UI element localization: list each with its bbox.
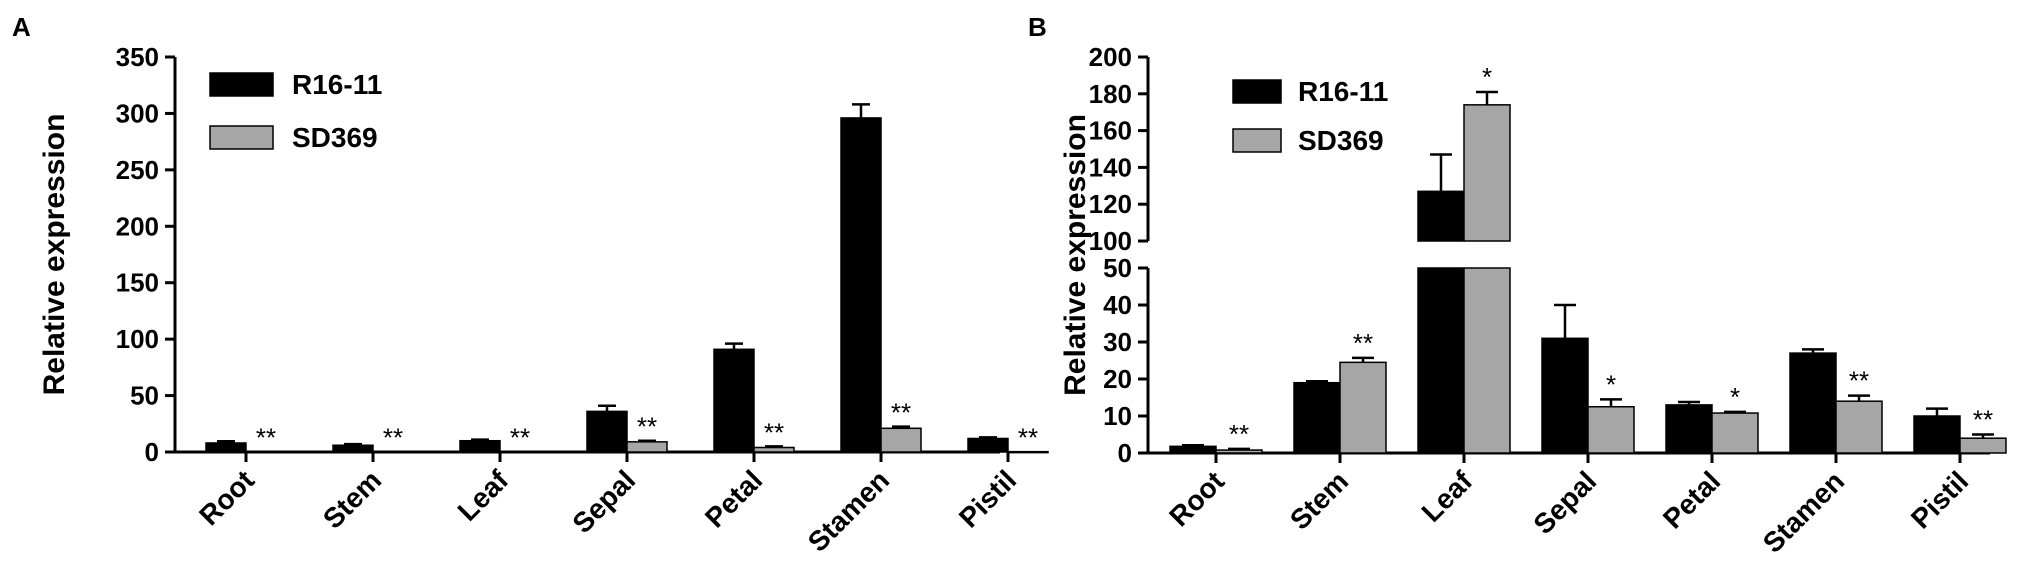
- y-tick-label-a: 300: [116, 98, 159, 128]
- bar-a-r16-11: [967, 437, 1009, 453]
- x-tick-label-a: Stamen: [802, 464, 895, 557]
- significance-label-b: **: [1229, 419, 1249, 449]
- bar-a-r16-11: [586, 410, 628, 453]
- y-tick-label-b: 100: [1089, 226, 1132, 256]
- x-tick-label-b: Petal: [1657, 465, 1726, 534]
- y-tick-label-b: 50: [1103, 253, 1132, 283]
- bar-a-r16-11: [332, 444, 374, 453]
- y-axis-label-a: Relative expression: [38, 114, 71, 396]
- bar-a-r16-11: [205, 442, 247, 453]
- x-tick-label-a: Pistil: [953, 464, 1022, 533]
- y-tick-label-b: 40: [1103, 290, 1132, 320]
- bar-a-sd369: [499, 450, 541, 454]
- y-tick-label-a: 0: [145, 437, 159, 467]
- bar-b-sd369: [1711, 412, 1759, 454]
- panel-label-a: A: [12, 12, 31, 42]
- x-tick-label-a: Sepal: [566, 464, 641, 539]
- y-tick-label-b: 140: [1089, 152, 1132, 182]
- significance-label-b: **: [1353, 328, 1373, 358]
- bar-b-sd369: [1463, 267, 1511, 454]
- x-tick-label-a: Petal: [699, 464, 768, 533]
- significance-label-a: **: [256, 423, 276, 453]
- significance-label-a: **: [764, 417, 784, 447]
- x-tick-label-b: Stamen: [1757, 465, 1850, 558]
- x-tick-label-a: Stem: [317, 464, 387, 534]
- y-tick-label-b: 30: [1103, 327, 1132, 357]
- bar-b-r16-11: [1665, 404, 1713, 454]
- bar-a-sd369: [753, 446, 795, 453]
- bar-b-sd369: [1339, 361, 1387, 454]
- bar-a-sd369: [626, 441, 668, 453]
- bar-a-sd369: [1007, 450, 1049, 454]
- legend-label-a: R16-11: [292, 69, 382, 100]
- y-tick-label-a: 350: [116, 42, 159, 72]
- y-tick-label-b: 20: [1103, 364, 1132, 394]
- bar-a-r16-11: [713, 348, 755, 453]
- x-tick-label-a: Leaf: [452, 464, 515, 527]
- bar-b-sd369: [1959, 437, 2007, 454]
- bar-b-r16-11: [1293, 381, 1341, 454]
- y-tick-label-a: 150: [116, 268, 159, 298]
- x-tick-label-a: Root: [193, 464, 260, 531]
- significance-label-a: **: [1018, 423, 1038, 453]
- bar-b-sd369: [1587, 406, 1635, 454]
- legend-swatch-b: [1232, 79, 1282, 104]
- bar-a-r16-11: [459, 439, 501, 453]
- bar-b-r16-11: [1417, 267, 1465, 454]
- significance-label-a: **: [637, 412, 657, 442]
- y-tick-label-b: 10: [1103, 401, 1132, 431]
- x-tick-label-b: Leaf: [1416, 465, 1479, 528]
- significance-label-a: **: [383, 423, 403, 453]
- x-tick-label-b: Sepal: [1527, 465, 1602, 540]
- y-tick-label-a: 200: [116, 211, 159, 241]
- significance-label-b: *: [1606, 369, 1616, 399]
- panel-label-b: B: [1028, 12, 1047, 42]
- bar-b-r16-11-upper: [1417, 190, 1465, 242]
- y-axis-label-b: Relative expression: [1059, 114, 1092, 396]
- bar-b-sd369-upper: [1463, 104, 1511, 242]
- y-tick-label-b: 180: [1089, 79, 1132, 109]
- y-tick-label-b: 120: [1089, 189, 1132, 219]
- y-tick-label-b: 200: [1089, 42, 1132, 72]
- significance-label-a: **: [510, 422, 530, 452]
- bar-b-r16-11: [1541, 337, 1589, 454]
- x-tick-label-b: Root: [1163, 465, 1230, 532]
- significance-label-b: **: [1849, 366, 1869, 396]
- bar-b-r16-11: [1789, 352, 1837, 454]
- y-tick-label-a: 100: [116, 324, 159, 354]
- significance-label-b: *: [1730, 382, 1740, 412]
- y-tick-label-a: 250: [116, 155, 159, 185]
- significance-label-b: **: [1973, 405, 1993, 435]
- bar-a-sd369: [245, 450, 287, 454]
- legend-label-a: SD369: [292, 122, 378, 153]
- legend-label-b: R16-11: [1298, 76, 1388, 107]
- bar-b-r16-11: [1913, 415, 1961, 454]
- significance-label-a: **: [891, 398, 911, 428]
- bar-b-r16-11: [1169, 445, 1217, 454]
- x-tick-label-b: Stem: [1284, 465, 1354, 535]
- legend-swatch-a: [209, 72, 274, 97]
- y-tick-label-b: 160: [1089, 116, 1132, 146]
- legend-swatch-b: [1232, 128, 1282, 153]
- significance-label-b: *: [1482, 62, 1492, 92]
- legend-swatch-a: [209, 125, 274, 150]
- bar-b-sd369: [1835, 400, 1883, 454]
- legend-label-b: SD369: [1298, 125, 1384, 156]
- y-tick-label-a: 50: [130, 381, 159, 411]
- y-tick-label-b: 0: [1118, 438, 1132, 468]
- bar-a-sd369: [880, 427, 922, 453]
- x-tick-label-b: Pistil: [1905, 465, 1974, 534]
- bar-a-r16-11: [840, 117, 882, 453]
- bar-b-sd369: [1215, 449, 1263, 454]
- bar-a-sd369: [372, 450, 414, 454]
